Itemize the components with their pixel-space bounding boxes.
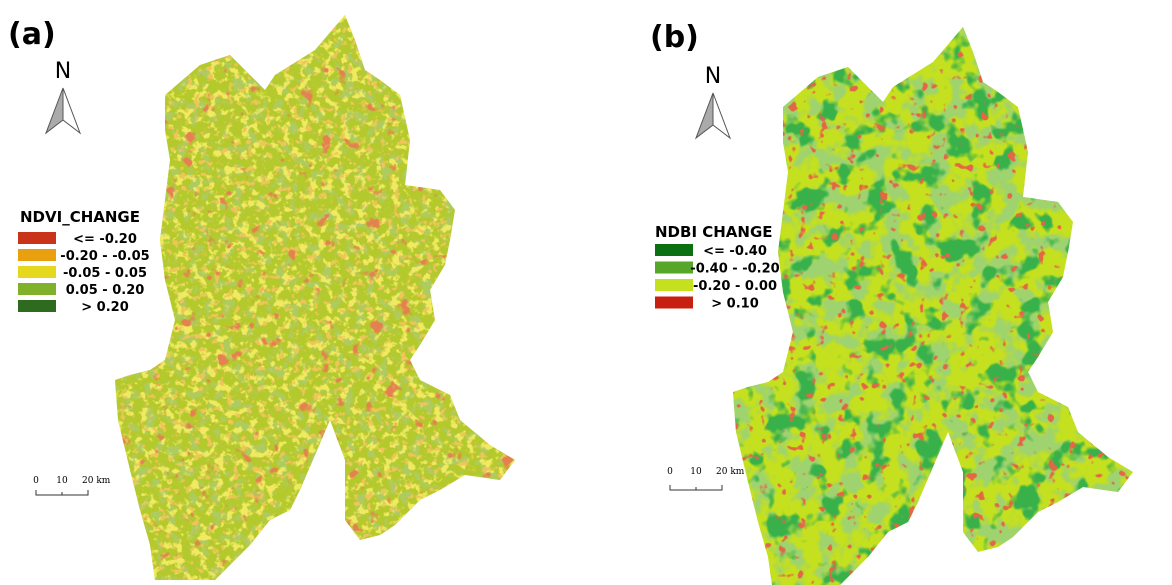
legend-label: -0.20 - 0.00 [693, 279, 777, 294]
legend-label: > 0.20 [81, 300, 129, 315]
legend-label: <= -0.20 [73, 232, 137, 247]
legend-swatch [655, 279, 693, 291]
legend-label: > 0.10 [711, 297, 759, 312]
legend-label: <= -0.40 [703, 244, 767, 259]
scale-label: 10 [56, 476, 68, 486]
scale-label: 0 [667, 467, 673, 477]
north-label: N [705, 64, 721, 89]
legend: NDVI_CHANGE <= -0.20 -0.20 - -0.05 -0.05 -… [18, 208, 150, 315]
legend-swatch [655, 296, 693, 309]
legend-swatch [18, 266, 56, 278]
scale-label: 20 km [82, 476, 111, 486]
scale-bar [669, 485, 723, 491]
north-label: N [55, 59, 71, 84]
legend-swatch [655, 261, 693, 274]
north-arrow: N [44, 59, 82, 135]
legend: NDBI CHANGE <= -0.40 -0.40 - -0.20 -0.20 -… [655, 223, 780, 312]
legend-label: -0.05 - 0.05 [63, 266, 147, 281]
legend-swatch [18, 232, 56, 244]
legend-swatch [655, 244, 693, 256]
legend-title: NDBI CHANGE [655, 223, 773, 241]
panel-label: (b) [650, 20, 699, 55]
map-a [115, 15, 515, 580]
scale-label: 10 [690, 467, 702, 477]
legend-label: 0.05 - 0.20 [66, 283, 145, 298]
legend-label: -0.40 - -0.20 [690, 262, 779, 277]
scale-bar [35, 490, 89, 496]
legend-swatch [18, 249, 56, 261]
north-arrow: N [694, 64, 732, 140]
legend-title: NDVI_CHANGE [20, 208, 140, 226]
map-b [733, 27, 1133, 585]
panel-label: (a) [8, 17, 56, 52]
scale-label: 0 [33, 476, 39, 486]
legend-label: -0.20 - -0.05 [60, 249, 149, 264]
legend-swatch [18, 300, 56, 312]
scale-label: 20 km [716, 467, 745, 477]
legend-swatch [18, 283, 56, 295]
